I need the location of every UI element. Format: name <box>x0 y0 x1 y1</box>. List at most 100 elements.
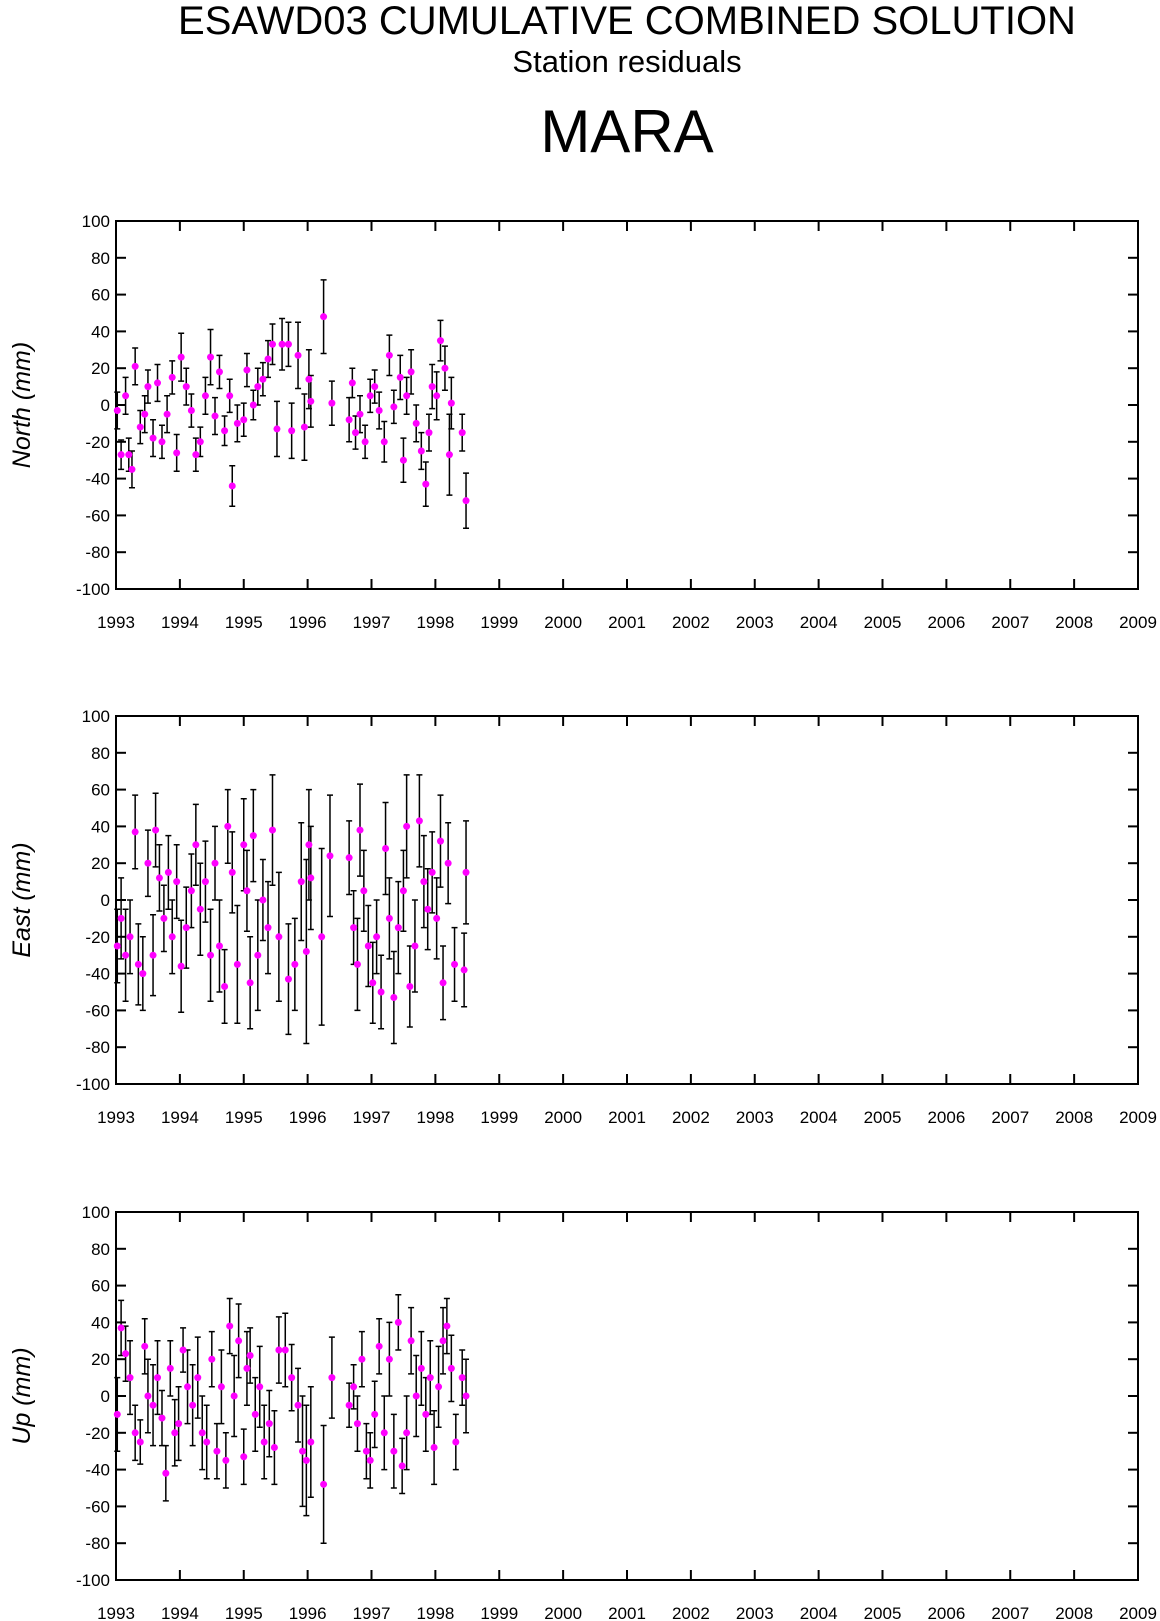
y-axis-label: East (mm) <box>8 842 36 957</box>
point <box>179 1346 187 1354</box>
point <box>294 351 302 359</box>
point <box>399 887 407 895</box>
y-tick-label: 40 <box>91 322 110 341</box>
point <box>131 362 139 370</box>
point <box>163 410 171 418</box>
point <box>353 960 361 968</box>
x-tick-label: 2001 <box>608 613 646 632</box>
x-tick-label: 2000 <box>544 1108 582 1127</box>
point <box>198 1429 206 1437</box>
x-tick-label: 2005 <box>864 1604 902 1621</box>
point <box>356 826 364 834</box>
y-tick-label: 60 <box>91 286 110 305</box>
point <box>125 451 133 459</box>
point <box>411 942 419 950</box>
point <box>443 1322 451 1330</box>
point <box>439 979 447 987</box>
point <box>396 373 404 381</box>
x-tick-label: 1999 <box>480 1604 518 1621</box>
point <box>361 438 369 446</box>
x-tick-label: 2000 <box>544 613 582 632</box>
point <box>360 887 368 895</box>
x-tick-label: 1998 <box>416 1108 454 1127</box>
x-tick-label: 2001 <box>608 1604 646 1621</box>
y-tick-label: -40 <box>85 1461 110 1480</box>
point <box>177 353 185 361</box>
x-tick-label: 2003 <box>736 1604 774 1621</box>
point <box>284 340 292 348</box>
point <box>122 1350 130 1358</box>
x-tick-label: 2007 <box>991 1108 1029 1127</box>
point <box>136 423 144 431</box>
x-tick-label: 2003 <box>736 1108 774 1127</box>
x-tick-label: 1997 <box>353 1108 391 1127</box>
point <box>182 924 190 932</box>
point <box>201 392 209 400</box>
point <box>264 924 272 932</box>
x-tick-label: 1996 <box>289 613 327 632</box>
point <box>307 874 315 882</box>
point <box>373 933 381 941</box>
y-tick-label: -20 <box>85 433 110 452</box>
point <box>149 434 157 442</box>
point <box>259 375 267 383</box>
point <box>382 844 390 852</box>
point <box>168 373 176 381</box>
point <box>430 1444 438 1452</box>
point <box>208 1355 216 1363</box>
point <box>302 1456 310 1464</box>
point <box>462 497 470 505</box>
x-tick-label: 2001 <box>608 1108 646 1127</box>
point <box>420 878 428 886</box>
point <box>243 1364 251 1372</box>
point <box>366 1456 374 1464</box>
point <box>230 1392 238 1400</box>
point <box>436 837 444 845</box>
y-tick-label: 20 <box>91 359 110 378</box>
point <box>207 951 215 959</box>
x-tick-label: 1996 <box>289 1108 327 1127</box>
point <box>154 1374 162 1382</box>
point <box>385 1355 393 1363</box>
point <box>462 868 470 876</box>
y-tick-label: -100 <box>76 580 110 599</box>
y-tick-label: 100 <box>82 707 110 726</box>
x-tick-label: 2004 <box>800 1108 838 1127</box>
point <box>171 1429 179 1437</box>
y-tick-label: 100 <box>82 1203 110 1222</box>
point <box>122 951 130 959</box>
point <box>265 1420 273 1428</box>
point <box>211 412 219 420</box>
x-tick-label: 1997 <box>353 1604 391 1621</box>
point <box>439 1337 447 1345</box>
point <box>441 364 449 372</box>
point <box>113 942 121 950</box>
point <box>375 407 383 415</box>
point <box>362 1447 370 1455</box>
point <box>192 451 200 459</box>
point <box>394 1318 402 1326</box>
point <box>458 429 466 437</box>
point <box>399 456 407 464</box>
point <box>385 351 393 359</box>
y-tick-label: 80 <box>91 744 110 763</box>
point <box>428 383 436 391</box>
point <box>173 449 181 457</box>
x-tick-label: 1995 <box>225 1108 263 1127</box>
point <box>221 427 229 435</box>
point <box>201 878 209 886</box>
point <box>380 438 388 446</box>
point <box>433 392 441 400</box>
point <box>126 1374 134 1382</box>
point <box>233 419 241 427</box>
y-tick-label: -100 <box>76 1075 110 1094</box>
point <box>426 1374 434 1382</box>
point <box>371 383 379 391</box>
point <box>207 353 215 361</box>
point <box>424 905 432 913</box>
point <box>385 914 393 922</box>
point <box>226 392 234 400</box>
point <box>407 368 415 376</box>
subtitle: Station residuals <box>512 44 741 79</box>
